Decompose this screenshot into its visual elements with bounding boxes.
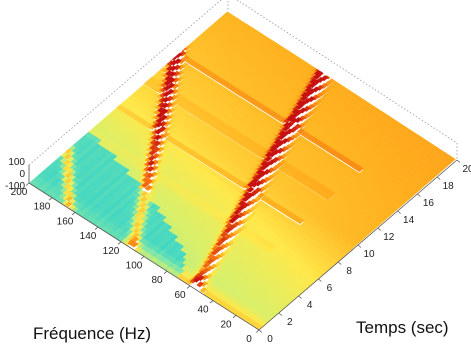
frequency-tick-label: 120: [103, 246, 120, 257]
time-tick-label: 12: [383, 232, 395, 243]
surface-cell: [161, 96, 170, 103]
surface-cell: [161, 102, 170, 109]
frequency-tick-mark: [209, 300, 214, 304]
surface-cell: [138, 207, 147, 214]
time-tick-label: 14: [403, 215, 415, 226]
surface-cell: [168, 71, 177, 78]
surface-cell: [139, 196, 148, 203]
time-tick-mark: [377, 227, 382, 231]
surface-cell: [163, 85, 172, 92]
surface-cell: [175, 44, 184, 51]
surface-cell: [162, 91, 171, 98]
surface-cell: [317, 64, 326, 71]
time-tick-mark: [357, 244, 362, 248]
frequency-tick-label: 60: [174, 290, 186, 301]
surface-cell: [153, 140, 162, 147]
surface-cell: [64, 172, 73, 179]
surface-cell: [162, 127, 171, 134]
surface-cell: [141, 181, 150, 188]
frequency-tick-mark: [255, 329, 260, 333]
surface-cell: [139, 202, 148, 209]
time-tick-mark: [337, 261, 342, 265]
surface-cell: [163, 79, 172, 86]
surface-cell: [155, 121, 164, 128]
frequency-tick-label: 140: [80, 231, 97, 242]
time-tick-mark: [258, 329, 263, 333]
surface-cell: [65, 195, 74, 202]
frequency-tick-label: 180: [34, 202, 51, 213]
frequency-tick-mark: [163, 270, 168, 275]
frequency-tick-mark: [186, 285, 191, 289]
time-tick-label: 18: [443, 181, 455, 192]
surface-cell: [145, 172, 154, 179]
surface-cell: [171, 83, 180, 90]
amplitude-tick-label: -100: [5, 181, 25, 192]
surface-cell: [169, 59, 178, 66]
amplitude-tick-label: 0: [19, 169, 25, 180]
surface-cell: [169, 65, 178, 72]
time-tick-mark: [318, 278, 322, 282]
surface-cell: [64, 177, 73, 184]
frequency-tick-label: 80: [151, 275, 163, 286]
frequency-tick-mark: [232, 314, 237, 319]
surface-cell: [179, 45, 188, 52]
surface-cell: [153, 134, 162, 141]
frequency-tick-mark: [94, 226, 99, 230]
time-tick-label: 6: [327, 283, 333, 294]
time-tick-mark: [278, 312, 283, 316]
time-tick-label: 4: [307, 300, 313, 311]
time-tick-mark: [417, 193, 421, 197]
time-tick-mark: [456, 159, 461, 163]
time-tick-label: 0: [267, 334, 273, 345]
frequency-tick-label: 20: [220, 319, 232, 330]
time-tick-mark: [436, 176, 441, 180]
time-tick-label: 10: [363, 249, 375, 260]
time-tick-label: 2: [287, 317, 293, 328]
x-axis-title: Fréquence (Hz): [33, 324, 151, 343]
surface-cell: [140, 190, 149, 197]
surface-cell: [147, 155, 156, 162]
time-tick-mark: [397, 210, 401, 214]
frequency-tick-label: 40: [197, 305, 209, 316]
surface-cell: [154, 128, 163, 135]
frequency-tick-label: 160: [57, 216, 74, 227]
frequency-tick-label: 100: [126, 261, 143, 272]
surface-cell: [321, 67, 330, 74]
frequency-tick-mark: [48, 197, 53, 201]
frequency-tick-mark: [117, 241, 122, 245]
surface-cell: [144, 184, 153, 191]
frequency-tick-mark: [140, 256, 145, 260]
surface-cell: [133, 222, 142, 229]
frequency-tick-label: 0: [246, 334, 252, 345]
surface-cell: [171, 48, 180, 55]
surface-cell: [156, 112, 165, 119]
surface-cell: [147, 160, 156, 167]
surface-mesh: [29, 11, 457, 330]
time-tick-mark: [298, 295, 302, 299]
time-tick-label: 20: [462, 164, 471, 175]
surface-cell: [146, 165, 155, 172]
surface-cell: [63, 153, 72, 160]
time-tick-label: 8: [346, 266, 352, 277]
frequency-tick-mark: [25, 182, 30, 186]
time-tick-label: 16: [423, 198, 435, 209]
amplitude-tick-label: 100: [8, 157, 25, 168]
surface-cell: [132, 227, 141, 234]
surface-cell: [64, 201, 73, 208]
surface-cell: [155, 117, 164, 124]
frequency-tick-mark: [71, 212, 76, 216]
surface-cell: [148, 149, 157, 156]
y-axis-title: Temps (sec): [356, 318, 449, 337]
